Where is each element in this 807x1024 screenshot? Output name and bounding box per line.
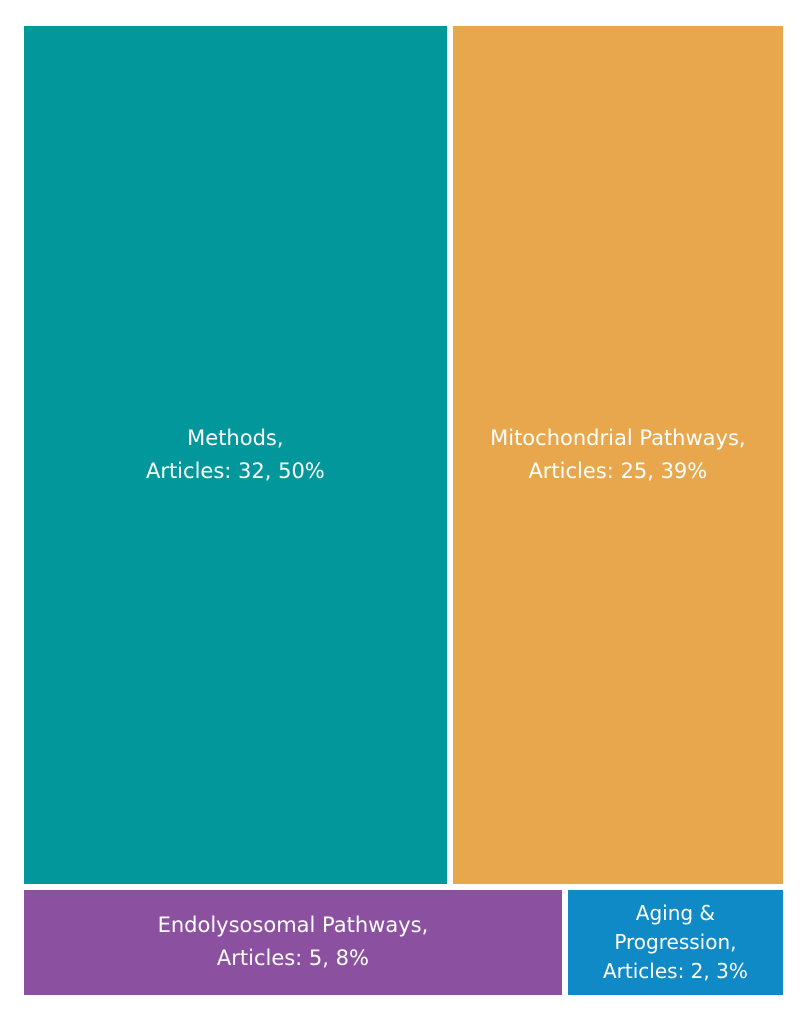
tile-endolysosomal-pathways-name: Endolysosomal Pathways,: [157, 913, 429, 938]
tile-methods: Methods, Articles: 32, 50%: [24, 26, 447, 884]
tile-aging-progression-name-1: Aging &: [635, 900, 716, 925]
tile-mitochondrial-pathways-name: Mitochondrial Pathways,: [490, 425, 746, 450]
tile-mitochondrial-pathways: Mitochondrial Pathways, Articles: 25, 39…: [452, 26, 783, 884]
tile-endolysosomal-pathways-label: Endolysosomal Pathways, Articles: 5, 8%: [158, 909, 429, 975]
tile-aging-progression: Aging & Progression, Articles: 2, 3%: [567, 889, 783, 995]
tile-methods-name: Methods,: [187, 425, 284, 450]
tile-mitochondrial-pathways-value: Articles: 25, 39%: [528, 458, 708, 483]
tile-mitochondrial-pathways-label: Mitochondrial Pathways, Articles: 25, 39…: [490, 422, 745, 488]
tile-methods-label: Methods, Articles: 32, 50%: [146, 422, 325, 488]
tile-aging-progression-label: Aging & Progression, Articles: 2, 3%: [603, 899, 748, 986]
tile-endolysosomal-pathways-value: Articles: 5, 8%: [216, 946, 369, 971]
tile-endolysosomal-pathways: Endolysosomal Pathways, Articles: 5, 8%: [24, 889, 562, 995]
tile-aging-progression-value: Articles: 2, 3%: [602, 958, 748, 983]
tile-aging-progression-name-2: Progression,: [614, 929, 737, 954]
tile-methods-value: Articles: 32, 50%: [145, 458, 325, 483]
